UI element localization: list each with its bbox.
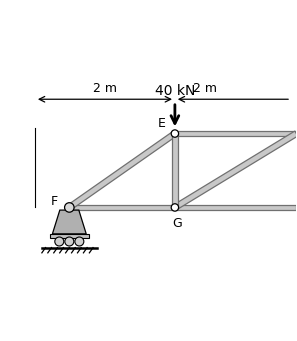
Circle shape [65, 237, 74, 246]
Circle shape [75, 237, 84, 246]
Circle shape [171, 204, 178, 211]
Polygon shape [172, 134, 178, 207]
Polygon shape [173, 131, 297, 210]
Polygon shape [69, 205, 175, 210]
Circle shape [55, 237, 64, 246]
Text: G: G [173, 217, 182, 230]
Text: 40 kN: 40 kN [155, 84, 195, 98]
Polygon shape [53, 210, 86, 234]
Text: 2 m: 2 m [93, 82, 117, 95]
Circle shape [64, 203, 74, 212]
Text: E: E [157, 117, 165, 130]
Circle shape [171, 130, 178, 137]
Polygon shape [175, 131, 296, 136]
Polygon shape [68, 131, 176, 210]
Polygon shape [50, 234, 89, 238]
Text: 2 m: 2 m [193, 82, 217, 95]
Polygon shape [175, 205, 296, 210]
Text: F: F [50, 195, 58, 208]
